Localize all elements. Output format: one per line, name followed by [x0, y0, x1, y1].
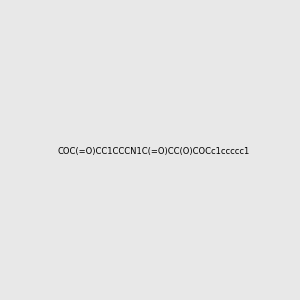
Text: COC(=O)CC1CCCN1C(=O)CC(O)COCc1ccccc1: COC(=O)CC1CCCN1C(=O)CC(O)COCc1ccccc1 — [58, 147, 250, 156]
